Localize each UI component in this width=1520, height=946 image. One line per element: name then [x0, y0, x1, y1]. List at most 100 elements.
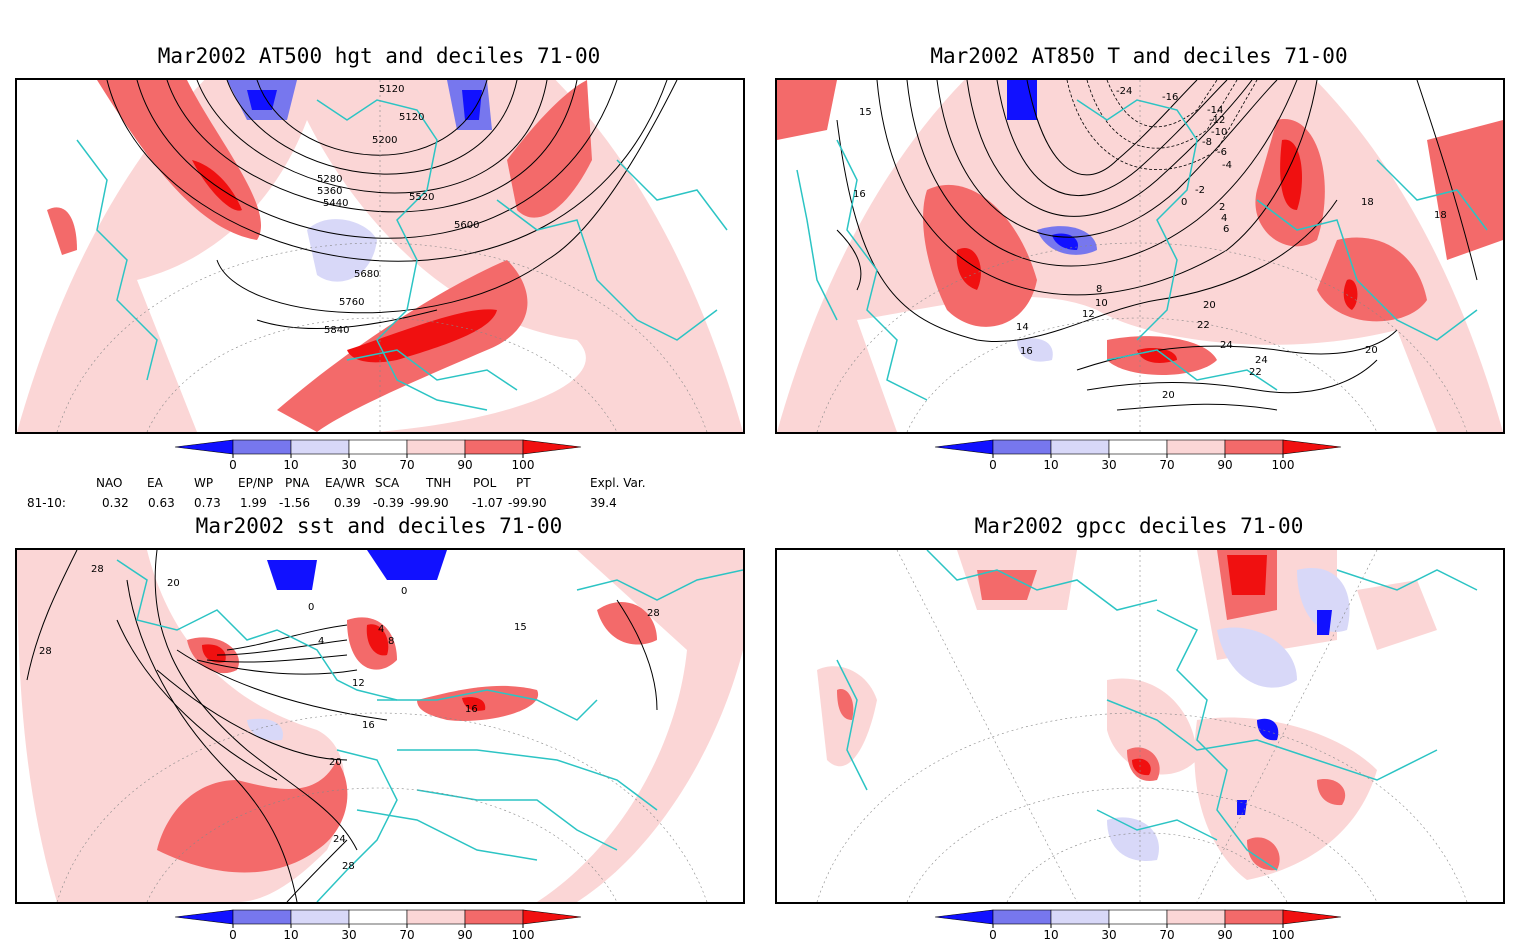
contour-label: 14 [1016, 322, 1029, 333]
contour-label: 5360 [317, 186, 342, 197]
index-header: WP [194, 476, 214, 490]
contour-label: 0 [401, 586, 407, 597]
colorbar-segment [348, 439, 408, 455]
colorbar-segment [1050, 439, 1110, 455]
colorbar-tick-label: 90 [457, 928, 472, 942]
contour-label: 5840 [324, 325, 349, 336]
colorbar-segment [290, 909, 350, 925]
map-panel-sst: 28 28 20 0 0 4 8 4 12 16 16 20 24 28 28 … [15, 548, 745, 904]
colorbar-tick-label: 0 [989, 928, 997, 942]
colorbar-segment [1108, 909, 1168, 925]
colorbar-hgt500: 0 10 30 70 90 100 [174, 439, 585, 476]
index-header: PNA [285, 476, 310, 490]
contour-label: 28 [91, 564, 104, 575]
colorbar-segment [992, 439, 1052, 455]
contour-label: 4 [1221, 213, 1227, 224]
colorbar-tick-label: 30 [341, 458, 356, 472]
map-panel-hgt500: 5120 5120 5200 5280 5360 5440 5520 5600 … [15, 78, 745, 434]
map-panel-gpcc [775, 548, 1505, 904]
contour-label: 16 [362, 720, 375, 731]
index-header: SCA [375, 476, 400, 490]
contour-label: -14 [1207, 105, 1223, 116]
colorbar-tick-label: 70 [1159, 458, 1174, 472]
contour-label: -24 [1116, 86, 1132, 97]
colorbar-tick-label: 10 [283, 928, 298, 942]
contour-label: 20 [1162, 390, 1175, 401]
contour-label: 4 [318, 636, 324, 647]
contour-label: -2 [1195, 185, 1205, 196]
colorbar-tick-label: 0 [229, 928, 237, 942]
colorbar-arrow-high [522, 439, 582, 455]
colorbar-tick-label: 100 [1272, 458, 1295, 472]
index-header: EA/WR [325, 476, 366, 490]
contour-label: 5120 [379, 84, 404, 95]
index-value: -99.90 [508, 496, 547, 510]
contour-label: -12 [1209, 115, 1225, 126]
index-row-label: 81-10: [27, 496, 66, 510]
index-value: -1.07 [472, 496, 504, 510]
contour-label: 22 [1249, 367, 1262, 378]
colorbar-gpcc: 0 10 30 70 90 100 [934, 909, 1345, 946]
colorbar-segment [464, 909, 524, 925]
index-value: -99.90 [410, 496, 449, 510]
colorbar-tick-label: 90 [1217, 928, 1232, 942]
index-value: 0.32 [102, 496, 129, 510]
colorbar-segment [464, 439, 524, 455]
contour-label: 0 [1181, 197, 1187, 208]
contour-label: 20 [329, 757, 342, 768]
colorbar-segment [1166, 909, 1226, 925]
contour-label: -6 [1217, 147, 1227, 158]
index-value: -1.56 [279, 496, 311, 510]
colorbar-segment [232, 439, 292, 455]
colorbar-segment [992, 909, 1052, 925]
index-header: Expl. Var. [590, 476, 646, 490]
contour-label: 5280 [317, 174, 342, 185]
colorbar-tick-label: 0 [229, 458, 237, 472]
index-header: POL [473, 476, 497, 490]
index-value: -0.39 [373, 496, 405, 510]
colorbar-tick-label: 10 [1043, 458, 1058, 472]
contour-label: 20 [1203, 300, 1216, 311]
contour-label: 24 [1220, 340, 1233, 351]
colorbar-arrow-high [1282, 439, 1342, 455]
index-header: EP/NP [238, 476, 274, 490]
colorbar-segment [348, 909, 408, 925]
contour-label: 24 [1255, 355, 1268, 366]
colorbar-segment [1224, 439, 1284, 455]
colorbar-tick-label: 10 [1043, 928, 1058, 942]
contour-label: -4 [1222, 160, 1232, 171]
contour-label: 28 [39, 646, 52, 657]
contour-label: 12 [352, 678, 365, 689]
colorbar-segment [1224, 909, 1284, 925]
colorbar-tick-label: 30 [1101, 928, 1116, 942]
contour-label: 22 [1197, 320, 1210, 331]
colorbar-segment [232, 909, 292, 925]
contour-label: 2 [1219, 202, 1225, 213]
contour-label: 10 [1095, 298, 1108, 309]
contour-label: 5200 [372, 135, 397, 146]
contour-label: 15 [859, 107, 872, 118]
colorbar-tick-label: 90 [457, 458, 472, 472]
contour-label: 8 [388, 636, 394, 647]
colorbar-arrow-high [1282, 909, 1342, 925]
contour-label: 28 [342, 861, 355, 872]
contour-label: 20 [167, 578, 180, 589]
colorbar-arrow-low [934, 439, 994, 455]
contour-label: 16 [465, 704, 478, 715]
map-panel-t850: 15 16 -24 -16 -14 -12 -10 -8 -6 -4 -2 0 … [775, 78, 1505, 434]
colorbar-tick-label: 30 [1101, 458, 1116, 472]
colorbar-segment [1050, 909, 1110, 925]
contour-label: 16 [1020, 346, 1033, 357]
contour-label: -8 [1202, 137, 1212, 148]
index-value: 39.4 [590, 496, 617, 510]
index-value: 0.63 [148, 496, 175, 510]
contour-label: 5680 [354, 269, 379, 280]
contour-label: 0 [308, 602, 314, 613]
index-header: EA [147, 476, 163, 490]
colorbar-tick-label: 70 [399, 928, 414, 942]
colorbar-tick-label: 0 [989, 458, 997, 472]
colorbar-tick-label: 70 [1159, 928, 1174, 942]
colorbar-tick-label: 70 [399, 458, 414, 472]
contour-label: 18 [1434, 210, 1447, 221]
index-value: 0.39 [334, 496, 361, 510]
